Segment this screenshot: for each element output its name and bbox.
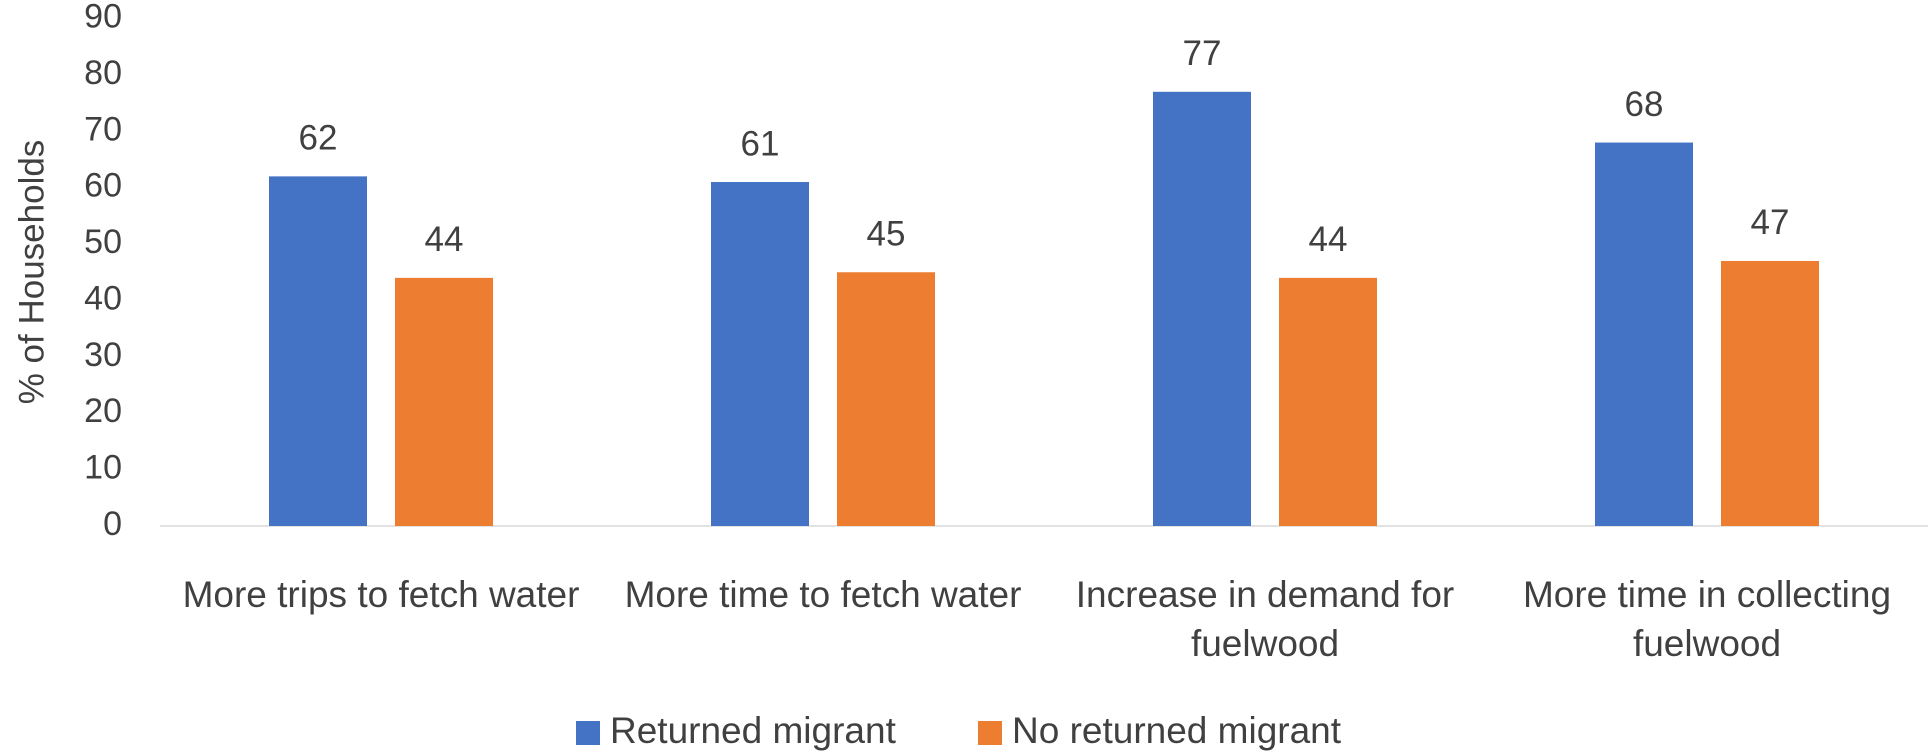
y-tick-label: 0: [103, 505, 122, 543]
y-tick-label: 20: [84, 392, 122, 430]
data-label: 44: [1309, 220, 1348, 259]
bar: [269, 176, 367, 526]
legend-swatch: [978, 721, 1002, 745]
data-label: 45: [867, 215, 906, 254]
x-tick-label: More time in collecting fuelwood: [1522, 574, 1892, 664]
y-tick-label: 60: [84, 167, 122, 205]
bar: [837, 272, 935, 526]
legend-swatch: [576, 721, 600, 745]
y-axis-title: % of Households: [12, 140, 51, 405]
y-tick-label: 70: [84, 110, 122, 148]
data-label: 68: [1625, 85, 1664, 124]
bar: [1721, 260, 1819, 526]
data-label: 61: [741, 124, 780, 163]
x-tick-label: More time to fetch water: [624, 574, 1022, 615]
y-tick-label: 40: [84, 279, 122, 317]
data-label: 47: [1751, 203, 1790, 242]
y-tick-label: 80: [84, 54, 122, 92]
y-tick-label: 90: [84, 0, 122, 35]
bar: [1595, 142, 1693, 527]
y-tick-label: 50: [84, 223, 122, 261]
x-tick-label: Increase in demand for fuelwood: [1075, 574, 1455, 664]
bar: [1153, 91, 1251, 527]
data-label: 62: [299, 119, 338, 158]
legend-label: Returned migrant: [610, 710, 897, 751]
y-tick-label: 30: [84, 336, 122, 374]
bar: [1279, 277, 1377, 526]
bar: [395, 277, 493, 526]
data-label: 44: [425, 220, 464, 259]
data-label: 77: [1183, 34, 1222, 73]
legend-label: No returned migrant: [1012, 710, 1342, 751]
bar: [711, 182, 809, 526]
y-tick-label: 10: [84, 449, 122, 487]
x-tick-label: More trips to fetch water: [182, 574, 580, 615]
